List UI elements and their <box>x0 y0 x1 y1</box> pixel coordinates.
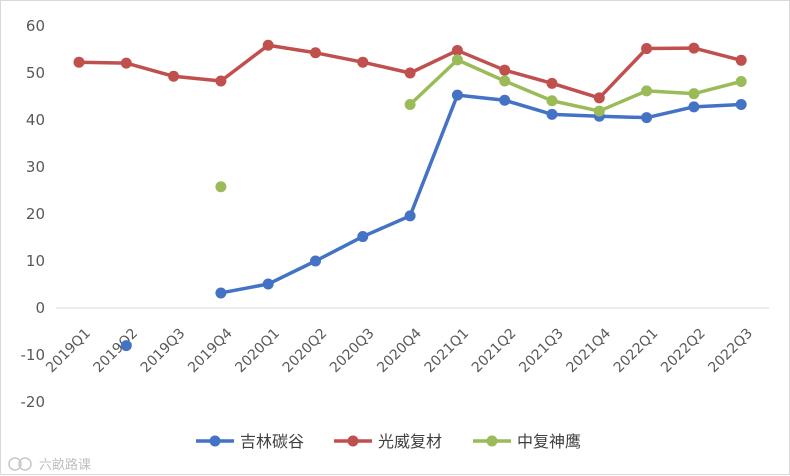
data-point <box>357 56 369 68</box>
legend: 吉林碳谷 光威复材 中复神鹰 <box>196 432 581 451</box>
data-point <box>215 75 227 87</box>
data-point <box>451 44 463 56</box>
x-tick-label: 2019Q3 <box>138 326 189 377</box>
x-tick-label: 2022Q1 <box>611 326 662 377</box>
x-tick-label: 2021Q1 <box>422 326 473 377</box>
series-line <box>408 58 743 113</box>
data-point <box>735 75 747 87</box>
data-point <box>593 92 605 104</box>
y-tick-label: 50 <box>26 64 45 82</box>
data-point <box>262 278 274 290</box>
data-point <box>120 57 132 69</box>
data-point <box>357 231 369 243</box>
data-point <box>688 101 700 113</box>
eye-logo-icon <box>8 457 32 471</box>
legend-label: 光威复材 <box>378 432 442 451</box>
legend-marker <box>209 435 221 447</box>
y-tick-label: -20 <box>21 393 46 411</box>
x-tick-label: 2020Q3 <box>327 326 378 377</box>
x-tick-label: 2022Q3 <box>705 326 756 377</box>
y-tick-label: 0 <box>35 299 45 317</box>
data-point <box>310 255 321 267</box>
x-tick-label: 2019Q2 <box>91 326 142 377</box>
x-tick-label: 2020Q1 <box>232 326 283 377</box>
data-point <box>404 210 416 222</box>
y-axis-ticks: -20 -10 0 10 20 30 40 50 60 <box>21 17 46 411</box>
y-tick-label: 30 <box>26 158 45 176</box>
data-point <box>546 108 558 120</box>
data-point <box>499 64 511 76</box>
data-point <box>215 181 227 193</box>
legend-item: 光威复材 <box>334 432 442 451</box>
series-3 <box>215 54 747 193</box>
data-point <box>310 47 321 59</box>
x-tick-label: 2019Q4 <box>185 325 236 376</box>
data-point <box>499 94 511 106</box>
x-tick-label: 2019Q1 <box>43 326 94 377</box>
data-point <box>451 54 463 66</box>
series-1 <box>120 89 747 352</box>
data-point <box>262 39 274 51</box>
y-tick-label: 20 <box>26 205 45 223</box>
data-point <box>641 112 653 124</box>
y-tick-label: 60 <box>26 17 45 35</box>
series-line <box>219 93 743 295</box>
data-point <box>168 70 180 82</box>
watermark: 六畝路课 <box>8 457 91 473</box>
x-tick-label: 2022Q2 <box>658 326 709 377</box>
legend-item: 吉林碳谷 <box>196 432 304 451</box>
data-point <box>688 88 700 100</box>
data-point <box>404 98 416 110</box>
data-point <box>546 77 558 89</box>
data-point <box>735 54 747 66</box>
legend-marker <box>347 435 359 447</box>
x-tick-label: 2020Q2 <box>280 326 331 377</box>
legend-marker <box>486 435 498 447</box>
data-point <box>120 340 132 352</box>
data-point <box>641 43 653 55</box>
data-point <box>546 95 558 107</box>
x-axis-ticks: 2019Q12019Q22019Q32019Q42020Q12020Q22020… <box>43 325 756 376</box>
x-tick-label: 2021Q4 <box>564 325 615 376</box>
data-point <box>73 56 85 68</box>
data-point <box>404 67 416 79</box>
y-tick-label: 10 <box>26 252 45 270</box>
watermark-text: 六畝路课 <box>39 457 91 473</box>
series-layer <box>73 39 747 352</box>
data-point <box>688 42 700 54</box>
data-point <box>499 75 511 87</box>
y-tick-label: -10 <box>21 346 46 364</box>
data-point <box>641 85 653 97</box>
series-2 <box>73 39 747 104</box>
legend-item: 中复神鹰 <box>473 432 581 451</box>
legend-label: 中复神鹰 <box>517 432 581 451</box>
data-point <box>215 287 227 299</box>
x-tick-label: 2021Q3 <box>516 326 567 377</box>
data-point <box>593 105 605 117</box>
legend-label: 吉林碳谷 <box>240 432 304 451</box>
data-point <box>451 89 463 101</box>
y-tick-label: 40 <box>26 111 45 129</box>
data-point <box>735 98 747 110</box>
x-tick-label: 2021Q2 <box>469 326 520 377</box>
x-tick-label: 2020Q4 <box>374 325 425 376</box>
